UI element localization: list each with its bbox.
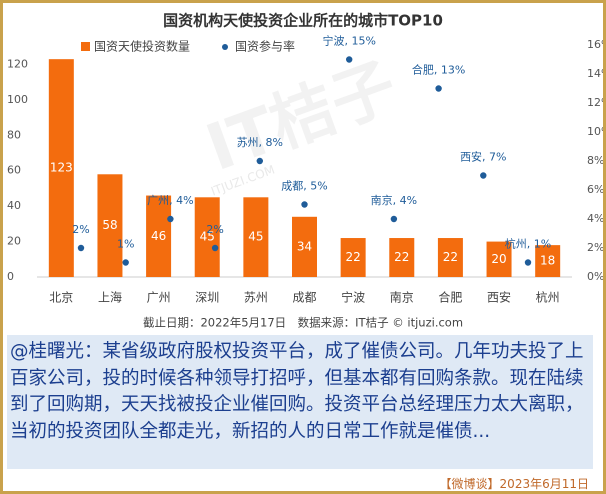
rate-dot: [524, 259, 532, 266]
x-tick-label: 成都: [292, 291, 316, 305]
rate-dot: [256, 157, 263, 165]
y-tick-label: 20: [7, 235, 21, 248]
x-tick-label: 北京: [49, 291, 73, 305]
rate-label: 南京, 4%: [371, 193, 417, 207]
post-source: 【微博谈】2023年6月11日: [439, 477, 589, 491]
rate-label: 2%: [206, 223, 223, 236]
rate-dot: [346, 56, 353, 63]
legend-swatch: [81, 42, 90, 51]
rate-label: 合肥, 13%: [412, 63, 465, 77]
x-tick-label: 苏州: [244, 291, 268, 305]
watermark: IT桔子: [197, 50, 406, 186]
bar-label: 22: [394, 250, 409, 264]
chart: 国资机构天使投资企业所在的城市TOP10 IT桔子 ITJUZI.COM 截止日…: [7, 12, 603, 330]
x-tick-label: 杭州: [536, 290, 560, 305]
x-tick-label: 南京: [390, 290, 414, 305]
legend-swatch: [222, 44, 228, 50]
rate-label: 广州, 4%: [147, 194, 193, 207]
bar-label: 20: [491, 252, 506, 266]
legend-label: 国资参与率: [235, 39, 295, 54]
bar: [194, 197, 220, 277]
x-tick-label: 深圳: [195, 291, 219, 305]
bar: [486, 241, 512, 277]
y2-tick-label: 16%: [587, 38, 603, 51]
bar-label: 58: [102, 218, 117, 232]
bar: [146, 195, 172, 277]
bar-label: 18: [540, 254, 555, 268]
rate-label: 苏州, 8%: [237, 136, 283, 149]
bar-label: 45: [248, 230, 263, 244]
bar-label: 22: [443, 250, 458, 264]
bar: [48, 59, 74, 277]
bar-label: 45: [200, 230, 215, 244]
rate-label: 西安, 7%: [460, 150, 506, 164]
rate-dot: [390, 215, 398, 223]
rate-dot: [77, 244, 85, 252]
y-tick-label: 60: [7, 164, 21, 177]
chart-title: 国资机构天使投资企业所在的城市TOP10: [163, 12, 443, 30]
rate-dot: [167, 215, 174, 223]
y2-tick-label: 0%: [587, 270, 603, 283]
x-tick-label: 上海: [98, 290, 122, 305]
footnote: 截止日期：2022年5月17日 数据来源：IT桔子 © itjuzi.com: [143, 316, 463, 330]
y2-tick-label: 2%: [587, 241, 603, 254]
rate-label: 2%: [72, 223, 89, 236]
y-tick-label: 100: [7, 93, 28, 106]
y2-tick-label: 4%: [587, 212, 603, 225]
bar: [389, 238, 415, 277]
x-tick-label: 西安: [487, 290, 511, 305]
rate-dot: [211, 244, 219, 252]
bar: [243, 197, 269, 277]
rate-label: 宁波, 15%: [322, 34, 375, 48]
rate-label: 成都, 5%: [281, 180, 327, 193]
bar: [292, 216, 317, 277]
y2-tick-label: 8%: [587, 154, 603, 167]
post-text: @桂曙光：某省级政府股权投资平台，成了催债公司。几年功夫投了上百家公司，投的时候…: [7, 335, 593, 469]
x-tick-label: 合肥: [438, 290, 462, 305]
y-tick-label: 80: [7, 128, 21, 141]
rate-dot: [435, 85, 442, 92]
rate-label: 杭州, 1%: [505, 237, 551, 251]
y2-tick-label: 10%: [587, 125, 603, 138]
rate-dot: [301, 201, 308, 208]
bar: [340, 238, 366, 277]
bar-label: 46: [151, 229, 166, 243]
rate-dot: [480, 172, 487, 179]
y2-tick-label: 6%: [587, 183, 603, 196]
bar: [437, 238, 463, 277]
y-tick-label: 0: [7, 270, 14, 283]
y-tick-label: 40: [7, 199, 21, 212]
legend-label: 国资天使投资数量: [94, 39, 190, 54]
bar-label: 22: [345, 250, 360, 264]
y-tick-label: 120: [7, 57, 28, 70]
bar-label: 123: [50, 161, 73, 175]
bar: [535, 245, 561, 277]
bar: [97, 174, 123, 277]
rate-label: 1%: [117, 238, 134, 251]
bar-label: 34: [297, 239, 312, 253]
x-tick-label: 宁波: [341, 290, 365, 305]
y2-tick-label: 12%: [587, 96, 603, 109]
x-tick-label: 广州: [147, 291, 171, 305]
y2-tick-label: 14%: [587, 67, 603, 80]
rate-dot: [122, 259, 129, 266]
